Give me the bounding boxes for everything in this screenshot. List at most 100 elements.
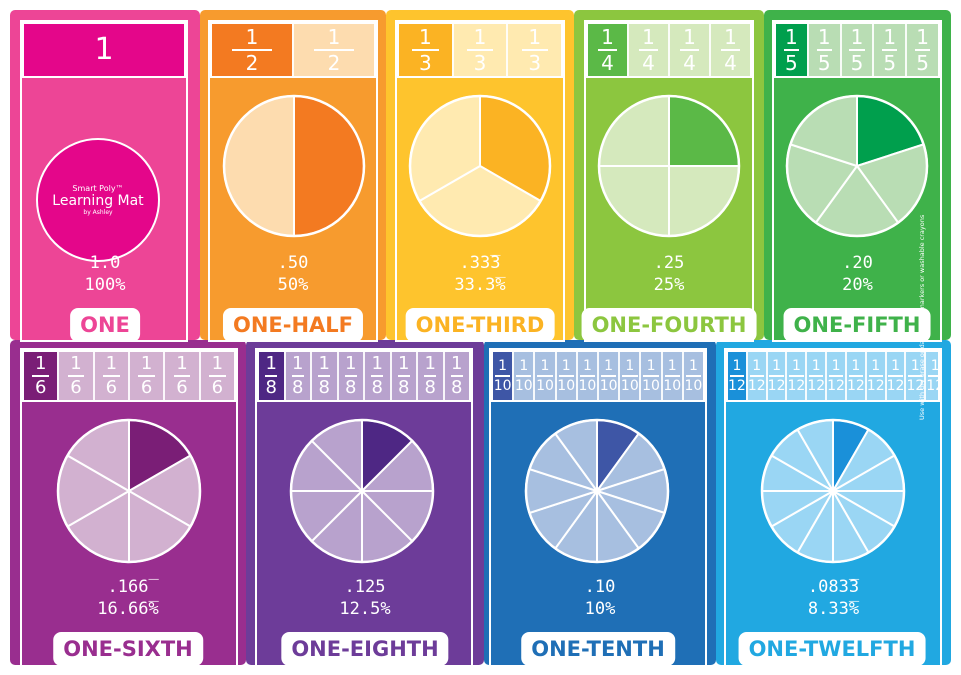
fraction-numerator: 1: [318, 353, 330, 374]
fraction-denominator: 8: [424, 377, 436, 398]
fraction-denominator: 8: [292, 377, 304, 398]
fraction-numerator: 1: [265, 353, 277, 374]
fraction-cell: 1 10: [533, 352, 555, 400]
fraction-denominator: 12: [906, 378, 925, 394]
fraction-bar: [208, 375, 226, 377]
card-border: [489, 348, 707, 668]
fraction-numerator: 1: [791, 358, 801, 374]
decimal-value: 1.0: [89, 253, 121, 273]
fraction-bar: [643, 375, 659, 377]
fraction-denominator: 6: [140, 377, 153, 398]
fraction-numerator: 1: [540, 358, 550, 374]
fraction-numerator: 1: [34, 353, 47, 374]
pie-chart: [524, 418, 670, 564]
fraction-bar: [928, 375, 938, 377]
fraction-numerator: 1: [871, 358, 881, 374]
fraction-numerator: 1: [398, 353, 410, 374]
fraction-bar: [888, 375, 903, 377]
name-label: ONE-TENTH: [521, 632, 675, 666]
fraction-denominator: 12: [787, 378, 806, 394]
fraction-numerator: 1: [785, 25, 798, 49]
fraction-bar: [849, 49, 865, 51]
decimal-block: .083̅3 8.33̅%: [716, 576, 951, 621]
fraction-denominator: 12: [827, 378, 845, 394]
fraction-numerator: 1: [371, 353, 383, 374]
fraction-denominator: 8: [318, 377, 330, 398]
fraction-numerator: 1: [883, 25, 897, 49]
fraction-bar: [809, 375, 824, 377]
fraction-bar: [521, 49, 548, 51]
fraction-row: 1: [22, 22, 186, 78]
fraction-denominator: 12: [728, 378, 746, 394]
decimal-value: .33̅3: [459, 253, 501, 273]
fraction-denominator: 3: [528, 51, 542, 75]
card-border: [255, 348, 473, 668]
fraction-denominator: 5: [916, 51, 929, 75]
fraction-bar: [720, 49, 741, 51]
fraction-denominator: 5: [817, 51, 831, 75]
pie-chart: [408, 94, 552, 238]
fraction-bar: [494, 375, 511, 377]
fraction-bar: [783, 49, 800, 51]
pie-chart: [785, 94, 929, 238]
fraction-numerator: 1: [211, 353, 224, 374]
fraction-denominator: 12: [807, 378, 826, 394]
fraction-numerator: 1: [732, 358, 742, 374]
fraction-bar: [597, 49, 618, 51]
fraction-denominator: 8: [371, 377, 383, 398]
pie-outline: [524, 418, 670, 564]
fraction-bar: [232, 49, 272, 51]
fraction-bar: [664, 375, 680, 377]
percent-value: 25%: [653, 275, 685, 296]
pie-slice: [223, 94, 295, 238]
percent-value: 16.66̅%: [97, 599, 159, 620]
percent-value: 100%: [84, 275, 126, 296]
decimal-value: .20: [842, 253, 873, 273]
fraction-bar: [291, 375, 304, 377]
fraction-cell: 1 10: [681, 352, 703, 400]
percent-value: 12.5%: [339, 599, 391, 620]
fraction-bar: [314, 49, 354, 51]
pie-chart: [597, 94, 741, 238]
pie-chart: [222, 94, 366, 238]
logo-line2: Learning Mat: [52, 193, 144, 209]
decimal-block: .166̅ 16.66̅%: [10, 576, 246, 621]
fraction-denominator: 12: [767, 378, 786, 394]
fraction-bar: [516, 375, 532, 377]
fraction-denominator: 10: [684, 378, 703, 394]
fraction-numerator: 1: [561, 358, 571, 374]
fraction-cell: 1 10: [639, 352, 661, 400]
fraction-denominator: 10: [620, 378, 639, 394]
pie-outline: [760, 418, 906, 564]
name-label: ONE-FIFTH: [783, 308, 931, 342]
fraction-denominator: 5: [785, 51, 798, 75]
fraction-bar: [265, 375, 278, 377]
fraction-bar: [424, 375, 437, 377]
fraction-numerator: 1: [850, 25, 864, 49]
decimal-value: .25: [653, 253, 685, 273]
fraction-cell: 1 10: [554, 352, 576, 400]
fraction-denominator: 10: [599, 378, 618, 394]
fraction-bar: [102, 375, 120, 377]
fraction-bar: [537, 375, 553, 377]
fraction-numerator: 1: [688, 358, 698, 374]
